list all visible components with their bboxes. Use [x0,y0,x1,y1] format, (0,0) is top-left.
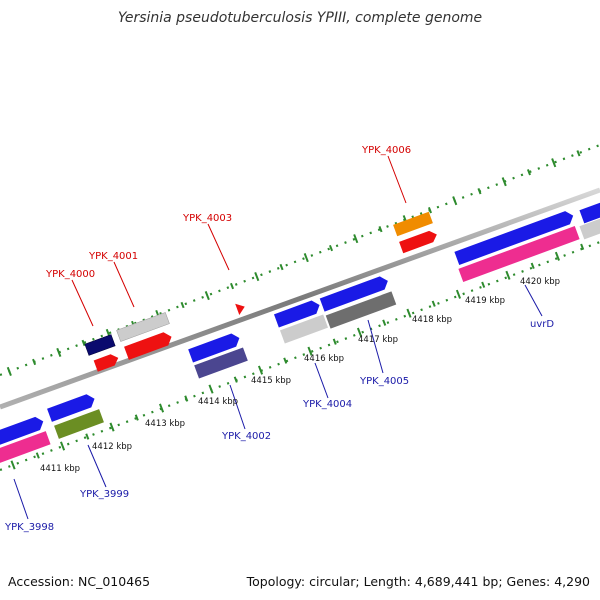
gene-label-ypk4004[interactable]: YPK_4004 [302,399,352,410]
ruler-tick [35,452,40,459]
ruler-tick [382,319,387,326]
gene-ypk4000[interactable] [84,334,116,356]
ruler-tick [85,433,90,440]
ruler-tick [455,289,462,299]
ruler-tick [505,270,511,280]
gene-labels-bottom: YPK_3998 YPK_3999 YPK_4002 YPK_4004 YPK_… [4,319,554,533]
gene-blue-ypk3999a[interactable] [47,392,97,422]
kbp-label: 4412 kbp [92,442,132,452]
gene-red-small[interactable] [93,352,121,372]
gene-label-ypk3998[interactable]: YPK_3998 [4,522,54,533]
ruler-tick [283,357,288,364]
ruler-tick [279,263,284,271]
ruler-tick [184,395,189,402]
gene-label-ypk4005[interactable]: YPK_4005 [359,376,409,387]
ruler-tick [332,338,337,345]
ruler-tick [452,196,458,206]
gene-label-ypk4006[interactable]: YPK_4006 [361,145,411,156]
gene-features [0,200,600,465]
kbp-label: 4419 kbp [465,296,505,306]
kbp-labels: 4411 kbp 4412 kbp 4413 kbp 4414 kbp 4415… [40,277,560,474]
kbp-label: 4418 kbp [412,315,452,325]
ruler-tick [257,365,264,375]
ruler-tick [158,403,165,413]
gene-ypk4003[interactable] [235,301,247,316]
ruler-tick [378,225,383,233]
gene-ypk4006[interactable] [393,211,433,237]
ruler-tick [60,441,66,451]
ruler-tick [81,339,86,347]
gene-blue-far-right[interactable] [579,200,600,224]
ruler-tick [551,158,557,168]
genome-summary: Topology: circular; Length: 4,689,441 bp… [246,574,590,589]
ruler-tick [6,366,12,376]
ruler-tick [32,358,37,366]
gene-ypk4001[interactable] [116,312,170,342]
ruler-ticks [6,150,585,470]
map-title: Yersinia pseudotuberculosis YPIII, compl… [117,10,483,26]
sequence-backbone [0,187,600,410]
gene-ypk3998[interactable] [0,431,51,465]
gene-blue-left[interactable] [0,415,46,448]
ruler-tick [109,422,115,432]
ruler-tick [477,188,482,195]
ruler-tick [180,301,185,309]
gene-label-ypk3999[interactable]: YPK_3999 [79,489,129,500]
gene-ypk4002[interactable] [194,347,248,379]
gene-red-long[interactable] [124,330,174,360]
ruler-tick [481,281,486,288]
ruler-tick [307,346,313,356]
ruler-tick [230,282,235,290]
ruler-tick [580,243,585,250]
gene-labels-top: YPK_4000 YPK_4001 YPK_4003 YPK_4006 [45,145,411,280]
ruler-tick [208,384,214,394]
gene-ypk4004[interactable] [279,314,329,344]
gene-uvrd[interactable] [458,226,580,282]
gene-blue-uvrd-a[interactable] [454,209,575,265]
gene-blue-ypk4002a[interactable] [188,331,242,363]
ruler-tick [10,460,16,470]
kbp-label: 4416 kbp [304,354,344,364]
kbp-label: 4414 kbp [198,397,238,407]
ruler-tick [329,244,334,252]
ruler-tick [254,272,260,282]
ruler-tick [233,376,238,383]
gene-ypk4005[interactable] [325,291,397,329]
ruler-tick [427,207,432,214]
ruler-tick [356,327,363,337]
gene-label-ypk4000[interactable]: YPK_4000 [45,269,95,280]
gene-label-ypk4003[interactable]: YPK_4003 [182,213,232,224]
kbp-label: 4415 kbp [251,376,291,386]
ruler-tick [353,234,359,244]
ruler-tick [134,414,139,421]
kbp-label: 4417 kbp [358,335,398,345]
kbp-label: 4413 kbp [145,419,185,429]
ruler-tick [526,169,531,176]
accession-text: Accession: NC_010465 [8,574,151,589]
ruler-tick [406,308,412,318]
gene-label-uvrd[interactable]: uvrD [530,319,554,330]
gene-ypk3999[interactable] [54,409,104,439]
ruler-tick [554,251,560,261]
ruler-tick [576,150,581,157]
ruler-tick [56,347,62,358]
kbp-label: 4420 kbp [520,277,560,287]
gene-blue-ypk4004a[interactable] [273,298,322,328]
gene-label-ypk4002[interactable]: YPK_4002 [221,431,271,442]
ruler-tick [431,300,436,307]
kbp-label: 4411 kbp [40,464,80,474]
ruler-tick [303,253,309,263]
label-leaders [13,155,543,520]
ruler-tick [204,290,210,301]
gene-blue-ypk4005a[interactable] [319,274,391,312]
gene-red-right[interactable] [399,229,439,254]
ruler-tick [501,177,507,187]
gene-grey-far-right[interactable] [579,216,600,240]
gene-label-ypk4001[interactable]: YPK_4001 [88,251,138,262]
ruler-tick [530,262,535,269]
